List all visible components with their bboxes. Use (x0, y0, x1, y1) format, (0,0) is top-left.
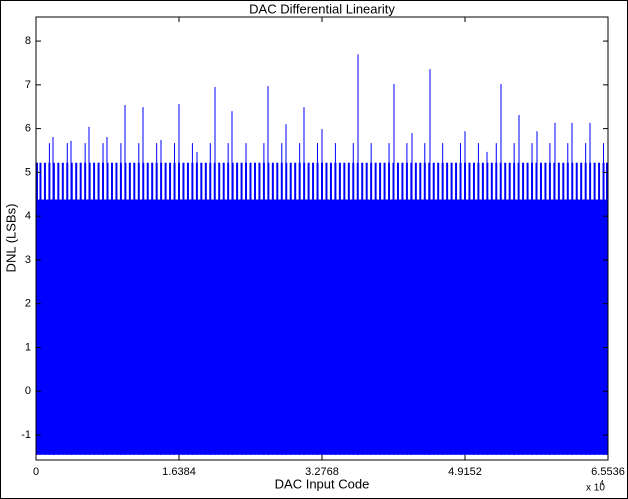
y-tick-label: -1 (21, 429, 31, 441)
y-tick-label: 4 (25, 210, 31, 222)
y-tick-label: 1 (25, 341, 31, 353)
y-tick-label: 6 (25, 123, 31, 135)
y-tick-label: 5 (25, 166, 31, 178)
x-axis-label: DAC Input Code (275, 476, 370, 491)
x-tick-label: 1.6384 (162, 466, 196, 478)
x-multiplier: x 10 (586, 483, 605, 494)
y-tick-label: 0 (25, 385, 31, 397)
y-tick-label: 7 (25, 79, 31, 91)
x-tick-label: 0 (33, 466, 39, 478)
x-tick-label: 3.2768 (305, 466, 339, 478)
y-axis-label: DNL (LSBs) (3, 204, 18, 273)
y-tick-label: 3 (25, 254, 31, 266)
chart-title: DAC Differential Linearity (249, 1, 395, 16)
y-tick-label: 8 (25, 35, 31, 47)
x-multiplier-exponent: 4 (600, 480, 604, 487)
x-tick-label: 6.5536 (591, 466, 625, 478)
y-tick-label: 2 (25, 298, 31, 310)
x-tick-label: 4.9152 (448, 466, 482, 478)
